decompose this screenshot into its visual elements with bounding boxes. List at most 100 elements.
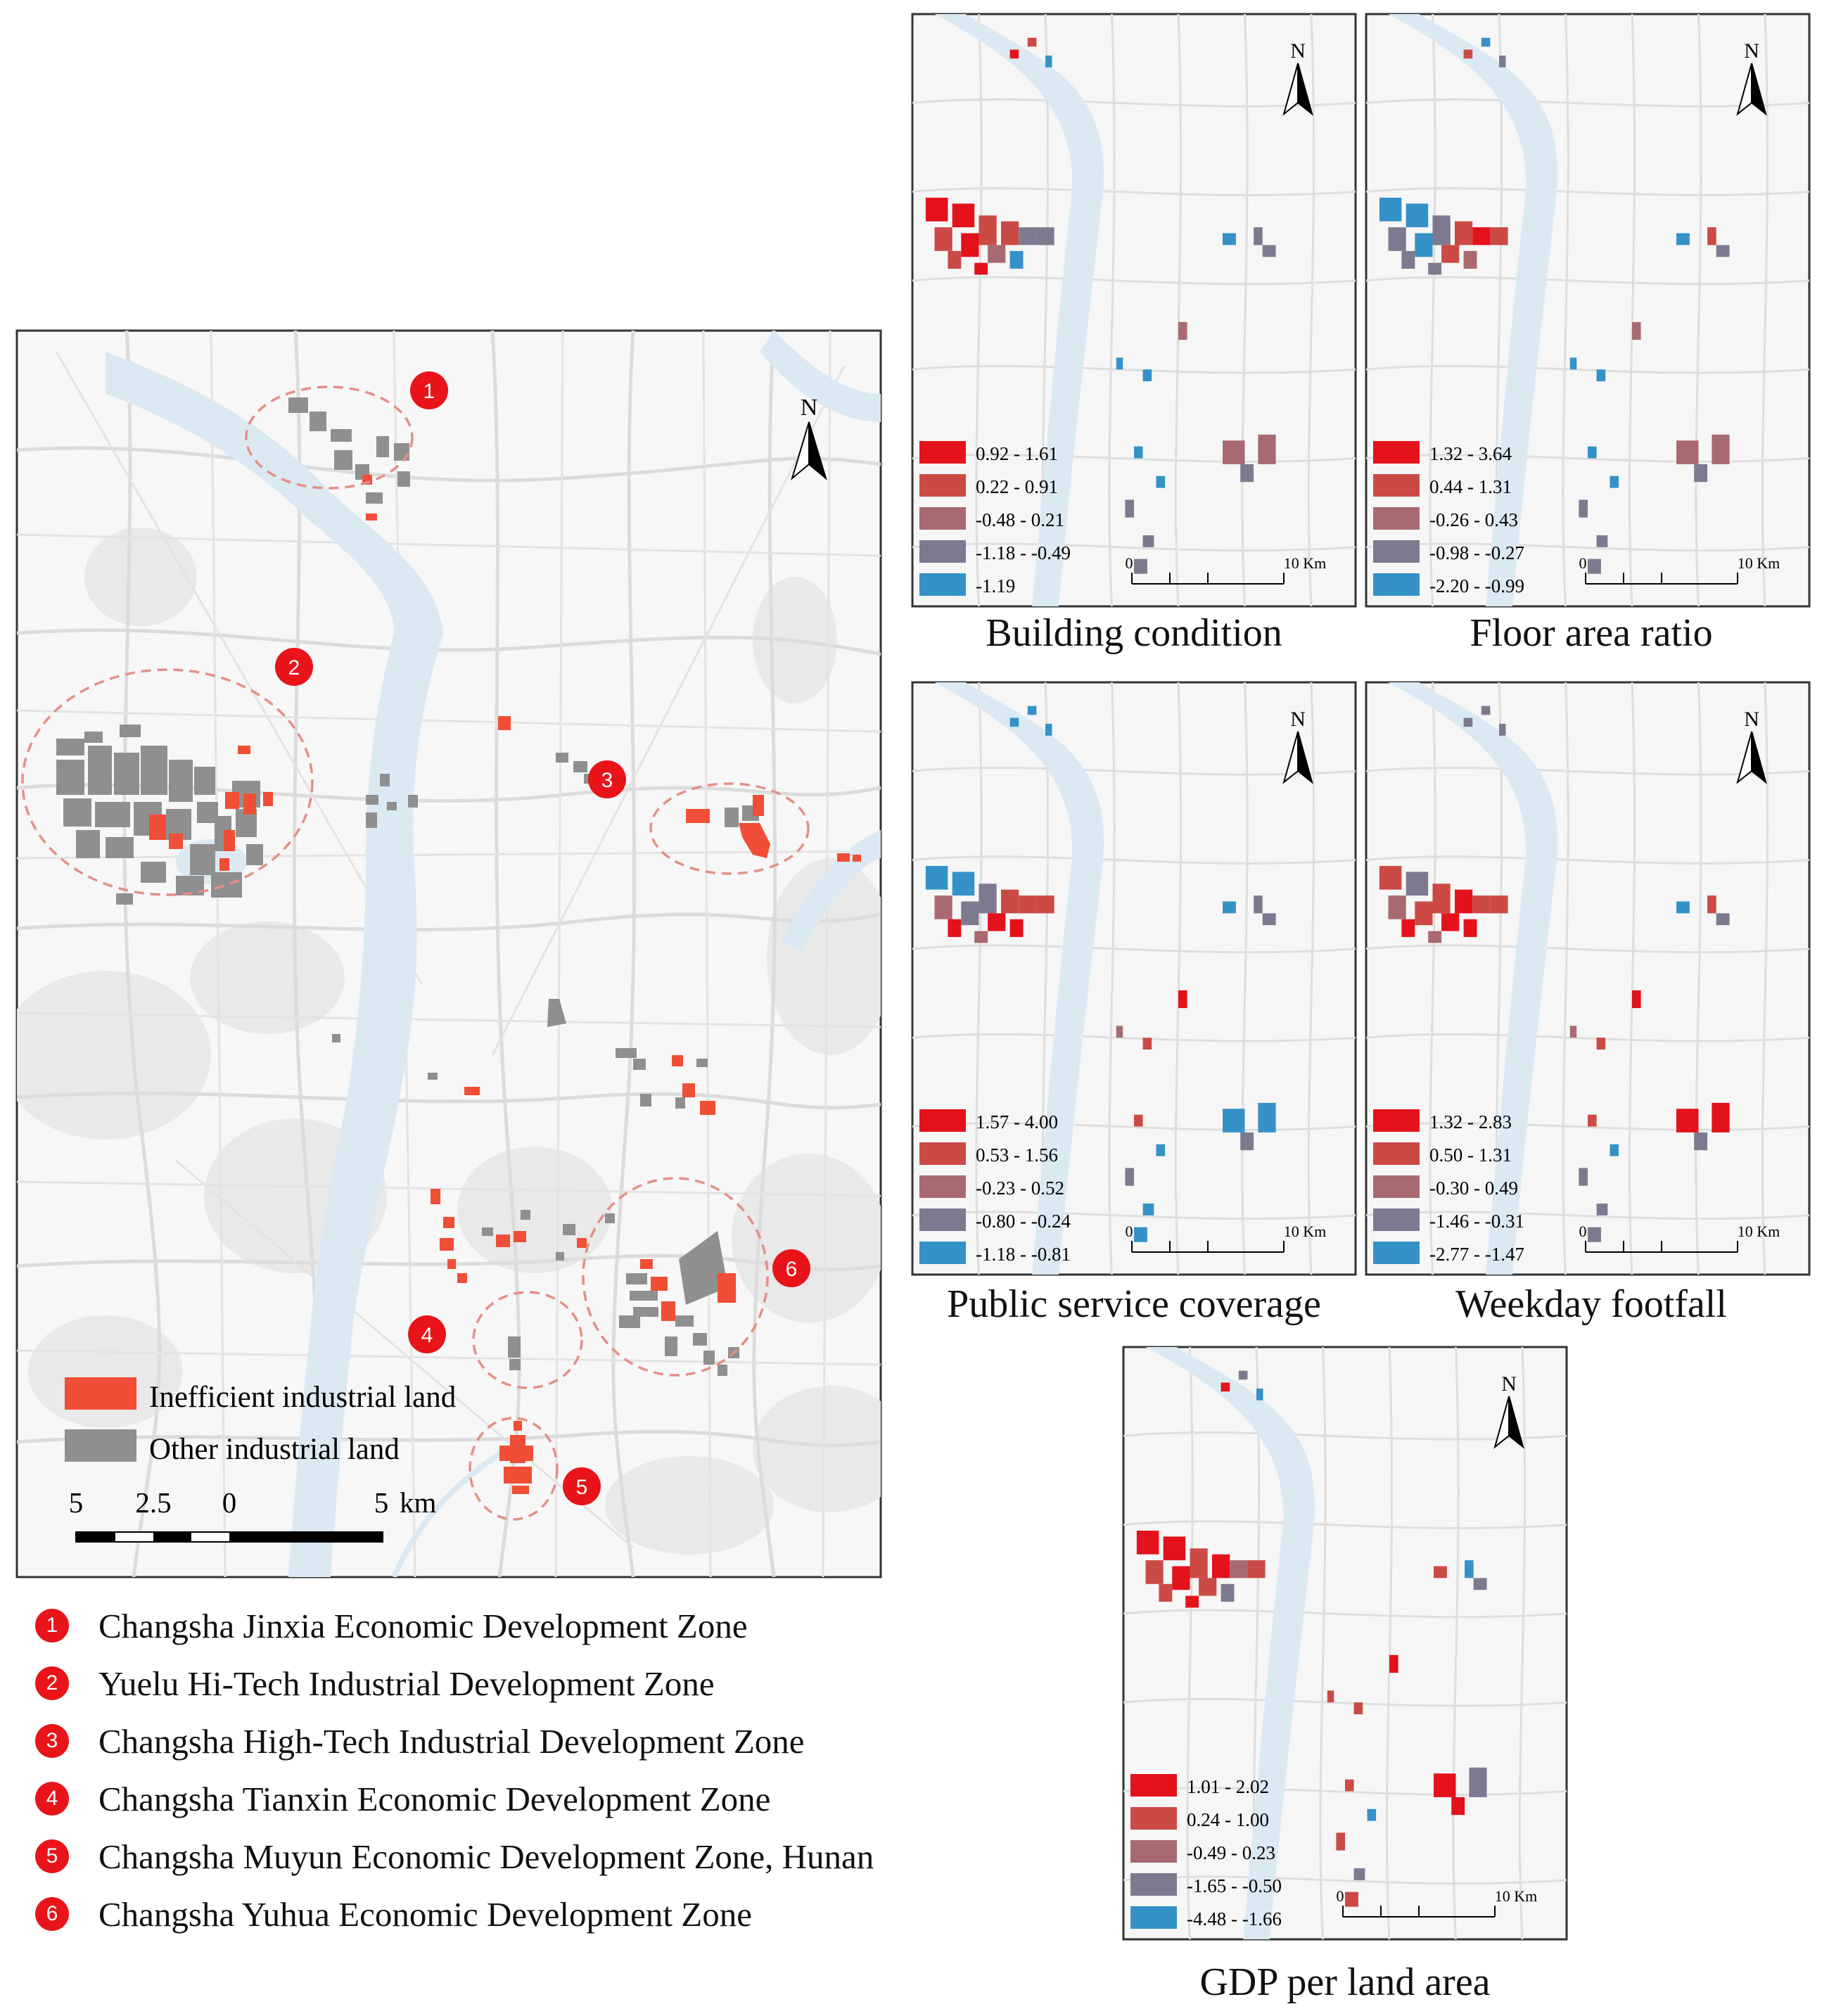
parcel bbox=[1142, 369, 1152, 382]
legend-class-label: -0.30 - 0.49 bbox=[1429, 1178, 1518, 1199]
parcel bbox=[1481, 37, 1491, 47]
legend-class-label: -0.48 - 0.21 bbox=[976, 509, 1064, 530]
north-label: N bbox=[1744, 39, 1759, 63]
legend-class-label: -1.65 - -0.50 bbox=[1187, 1875, 1282, 1896]
parcel bbox=[1694, 464, 1708, 483]
parcel bbox=[1472, 895, 1491, 914]
svg-text:1: 1 bbox=[423, 380, 435, 403]
zone-name: Changsha Tianxin Economic Development Zo… bbox=[98, 1779, 771, 1818]
parcel bbox=[1676, 233, 1690, 245]
parcel bbox=[988, 245, 1006, 263]
parcel bbox=[1473, 1578, 1487, 1590]
parcel bbox=[1353, 1702, 1363, 1715]
parcel bbox=[1178, 990, 1187, 1009]
parcel bbox=[1434, 1566, 1447, 1578]
small-map-parcels bbox=[1379, 37, 1730, 574]
small-maps: N 0.92 - 1.61 0.22 - 0.91 -0.48 - 0.21 -1.18… bbox=[911, 13, 1811, 1941]
legend-swatch bbox=[1130, 1807, 1177, 1830]
zone-number-badge: 2 bbox=[35, 1666, 69, 1700]
parcel bbox=[1463, 717, 1473, 727]
legend-swatch-other bbox=[65, 1429, 136, 1462]
svg-text:2: 2 bbox=[288, 656, 300, 680]
parcel bbox=[1159, 1583, 1173, 1602]
parcel bbox=[1401, 250, 1415, 269]
small-map-title-public-service-coverage: Public service coverage bbox=[947, 1282, 1321, 1326]
zone-number-badge: 6 bbox=[35, 1897, 69, 1931]
small-map-legend: 1.57 - 4.00 0.53 - 1.56 -0.23 - 0.52 -0.80 … bbox=[919, 1109, 1071, 1265]
parcel bbox=[1455, 889, 1473, 914]
parcel bbox=[1490, 227, 1508, 245]
parcel bbox=[1588, 446, 1597, 459]
svg-text:3: 3 bbox=[601, 769, 613, 792]
parcel bbox=[961, 233, 979, 257]
legend-swatch bbox=[919, 441, 966, 464]
small-map-parcels bbox=[1379, 706, 1730, 1242]
parcel bbox=[1142, 535, 1154, 547]
legend-swatch bbox=[919, 1109, 966, 1132]
parcel bbox=[1163, 1536, 1186, 1561]
parcel bbox=[1415, 233, 1433, 257]
scale-start-label: 0 bbox=[1126, 554, 1133, 572]
scale-start-label: 0 bbox=[1337, 1887, 1344, 1905]
parcel bbox=[1406, 872, 1429, 896]
legend-class-label: -0.49 - 0.23 bbox=[1187, 1842, 1275, 1863]
legend-swatch bbox=[1130, 1873, 1177, 1896]
legend-class-label: 0.50 - 1.31 bbox=[1429, 1144, 1512, 1166]
legend-swatch bbox=[1373, 1142, 1420, 1165]
parcel bbox=[1716, 913, 1730, 926]
parcel bbox=[1569, 357, 1577, 370]
parcel bbox=[1716, 245, 1730, 257]
parcel bbox=[1463, 919, 1477, 938]
legend-swatch bbox=[1373, 441, 1420, 464]
parcel bbox=[1134, 559, 1147, 574]
parcel bbox=[1712, 434, 1730, 464]
legend-class-label: -0.98 - -0.27 bbox=[1429, 542, 1524, 563]
scale-end-label: 10 Km bbox=[1495, 1887, 1538, 1905]
parcel bbox=[1353, 1868, 1365, 1880]
parcel bbox=[1254, 895, 1263, 914]
legend-swatch bbox=[919, 474, 966, 497]
zone-markers: 1 2 3 4 5 6 bbox=[275, 371, 810, 1505]
parcel bbox=[1345, 1779, 1354, 1792]
parcel bbox=[1676, 1109, 1699, 1133]
legend-swatch bbox=[1373, 540, 1420, 563]
north-label: N bbox=[1744, 708, 1759, 731]
parcel bbox=[1388, 227, 1406, 251]
parcel bbox=[1434, 1773, 1456, 1797]
parcel bbox=[1588, 1227, 1601, 1242]
legend-class-label: 0.22 - 0.91 bbox=[976, 476, 1058, 497]
parcel bbox=[934, 895, 952, 919]
parcel bbox=[1379, 866, 1402, 890]
small-map-legend: 1.32 - 2.83 0.50 - 1.31 -0.30 - 0.49 -1.46 … bbox=[1373, 1109, 1524, 1265]
parcel bbox=[1610, 1144, 1619, 1156]
zone-2-parcels bbox=[56, 725, 273, 905]
parcel bbox=[948, 250, 962, 269]
parcel bbox=[1579, 499, 1588, 518]
svg-text:5: 5 bbox=[576, 1476, 588, 1499]
parcel bbox=[1019, 227, 1037, 245]
parcel bbox=[1588, 1114, 1597, 1127]
scale-start-label: 0 bbox=[1579, 554, 1587, 572]
small-map-title-weekday-footfall: Weekday footfall bbox=[1455, 1282, 1727, 1326]
legend-class-label: -1.18 - -0.81 bbox=[976, 1244, 1071, 1265]
scale-end-label: 10 Km bbox=[1738, 554, 1780, 572]
parcel bbox=[1389, 1654, 1398, 1673]
parcel bbox=[1134, 1114, 1143, 1127]
svg-text:N: N bbox=[801, 395, 818, 421]
parcel bbox=[1125, 499, 1134, 518]
main-legend: Inefficient industrial land Other indust… bbox=[65, 1377, 456, 1466]
zone-circles bbox=[21, 385, 810, 1521]
zone-name: Changsha Jinxia Economic Development Zon… bbox=[98, 1606, 748, 1645]
legend-swatch bbox=[1373, 474, 1420, 497]
zone-marker-5: 5 bbox=[563, 1467, 601, 1505]
road-network bbox=[17, 331, 881, 1577]
parcel bbox=[1156, 1144, 1166, 1156]
scale-start-label: 0 bbox=[1579, 1223, 1587, 1240]
parcel bbox=[1142, 1203, 1154, 1216]
zone-list-item-4: 4 Changsha Tianxin Economic Development … bbox=[35, 1770, 914, 1827]
parcel bbox=[1145, 1560, 1164, 1584]
zone-list: 1 Changsha Jinxia Economic Development Z… bbox=[35, 1597, 914, 1943]
zone-list-item-1: 1 Changsha Jinxia Economic Development Z… bbox=[35, 1597, 914, 1654]
parcel bbox=[1142, 1038, 1152, 1050]
